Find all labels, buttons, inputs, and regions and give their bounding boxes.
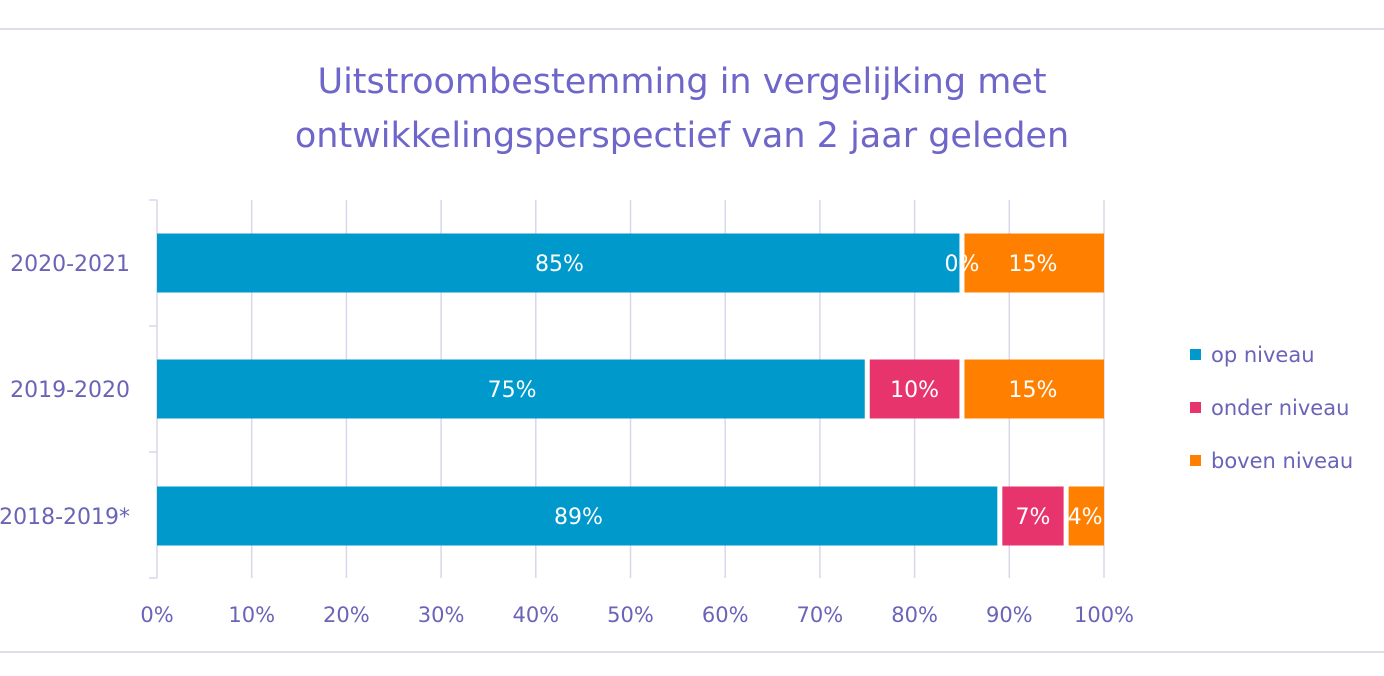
data-label: 89% — [554, 505, 603, 530]
x-tick-label: 10% — [228, 603, 275, 627]
legend-label: onder niveau — [1211, 396, 1349, 420]
x-tick-label: 80% — [891, 603, 938, 627]
bar-segment — [869, 359, 960, 419]
data-label: 4% — [1068, 505, 1103, 530]
legend-swatch — [1190, 402, 1201, 413]
x-tick-label: 60% — [702, 603, 749, 627]
x-tick-label: 50% — [607, 603, 654, 627]
x-tick-label: 90% — [986, 603, 1033, 627]
category-label: 2018-2019* — [0, 505, 130, 530]
x-tick-label: 70% — [797, 603, 844, 627]
legend-swatch — [1190, 455, 1201, 466]
chart-title-line-1: Uitstroombestemming in vergelijking met — [317, 62, 1046, 102]
x-tick-label: 30% — [418, 603, 465, 627]
legend-label: op niveau — [1211, 343, 1315, 367]
chart-title-line-2: ontwikkelingsperspectief van 2 jaar gele… — [295, 116, 1069, 156]
bars — [157, 233, 1104, 546]
bar-segment — [157, 486, 998, 546]
x-tick-label: 100% — [1074, 603, 1134, 627]
data-label: 0% — [944, 252, 979, 277]
data-label: 75% — [488, 378, 537, 403]
legend-swatch — [1190, 349, 1201, 360]
bar-segment — [157, 233, 960, 293]
bar-segment — [157, 359, 865, 419]
axes: 0% 10% 20% 30% 40% 50% 60% 70% 80% 90% 100% 2020-20… — [0, 199, 1134, 627]
data-label: 85% — [535, 252, 584, 277]
data-label: 10% — [890, 378, 939, 403]
data-label: 7% — [1016, 505, 1051, 530]
category-label: 2020-2021 — [10, 252, 130, 277]
data-label: 15% — [1009, 378, 1058, 403]
x-tick-label: 40% — [512, 603, 559, 627]
legend: op niveau onder niveau boven niveau — [1190, 343, 1353, 473]
bar-segment — [1002, 486, 1064, 546]
category-label: 2019-2020 — [10, 378, 130, 403]
bar-segment — [964, 359, 1104, 419]
x-tick-label: 0% — [140, 603, 173, 627]
data-label: 15% — [1009, 252, 1058, 277]
x-tick-label: 20% — [323, 603, 370, 627]
bar-segment — [964, 233, 1104, 293]
data-labels: 85% 0% 15% 75% 10% 15% 89% 7% 4% — [488, 252, 1103, 530]
legend-label: boven niveau — [1211, 449, 1353, 473]
bar-segment — [1068, 486, 1104, 546]
